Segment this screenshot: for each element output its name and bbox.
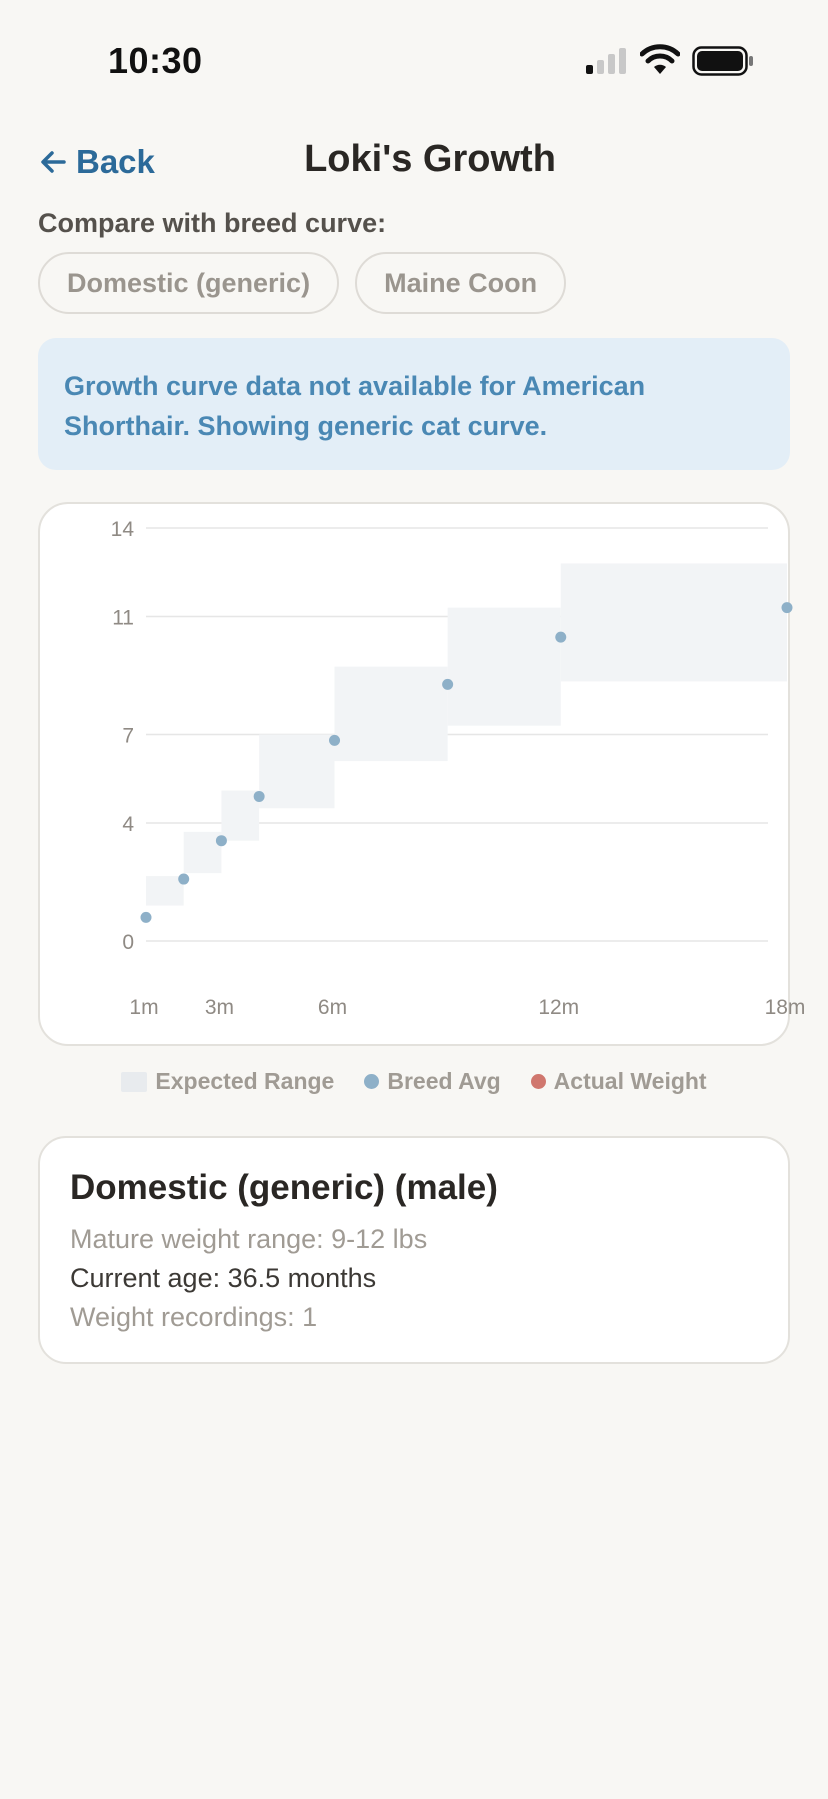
y-tick-label: 0 xyxy=(122,931,134,954)
back-button[interactable]: Back xyxy=(38,140,155,184)
page-title: Loki's Growth xyxy=(304,138,556,180)
mature-weight-range: Mature weight range: 9-12 lbs xyxy=(70,1224,428,1254)
breed-chip-group: Domestic (generic) Maine Coon xyxy=(38,252,567,314)
compare-label: Compare with breed curve: xyxy=(38,208,387,238)
expected-range-band xyxy=(560,563,787,682)
y-tick-label: 4 xyxy=(122,813,134,836)
back-label: Back xyxy=(76,143,155,180)
info-banner: Growth curve data not available for Amer… xyxy=(38,338,790,470)
y-tick-label: 7 xyxy=(122,725,134,748)
breed-avg-point xyxy=(442,678,454,690)
legend-dot-actual-weight xyxy=(530,1074,546,1089)
x-tick-label: 3m xyxy=(205,996,234,1019)
breed-avg-point xyxy=(253,790,265,802)
x-tick-label: 6m xyxy=(318,996,347,1019)
breed-avg-point xyxy=(329,734,341,746)
breed-summary-card: Domestic (generic) (male) Mature weight … xyxy=(38,1136,790,1364)
status-time: 10:30 xyxy=(108,40,203,81)
legend-swatch-range xyxy=(121,1071,148,1092)
status-bar: 10:30 xyxy=(0,0,828,120)
expected-range-band xyxy=(221,790,260,841)
legend-item-breed-avg: Breed Avg xyxy=(364,1068,501,1095)
breed-avg-point xyxy=(215,835,227,847)
chart-legend: Expected Range Breed Avg Actual Weight xyxy=(0,1068,828,1095)
y-tick-label: 11 xyxy=(112,607,134,630)
expected-range-band xyxy=(447,607,561,726)
battery-icon xyxy=(692,46,753,76)
legend-dot-breed-avg xyxy=(364,1074,380,1089)
legend-item-actual: Actual Weight xyxy=(530,1068,707,1095)
breed-avg-point xyxy=(178,873,190,885)
chip-domestic-generic[interactable]: Domestic (generic) xyxy=(38,252,340,314)
weight-recordings: Weight recordings: 1 xyxy=(70,1302,318,1332)
chip-maine-coon[interactable]: Maine Coon xyxy=(355,252,567,314)
expected-range-band xyxy=(146,876,184,906)
growth-chart: 14 11 7 4 0 1m 3m 6m 12m 18m xyxy=(111,518,806,1019)
y-tick-label: 14 xyxy=(111,518,135,541)
x-tick-label: 18m xyxy=(765,996,806,1019)
growth-chart-card: 14 11 7 4 0 1m 3m 6m 12m 18m xyxy=(38,502,806,1046)
arrow-left-icon xyxy=(41,151,66,173)
breed-avg-point xyxy=(781,602,793,614)
breed-avg-point xyxy=(140,911,152,923)
x-tick-label: 1m xyxy=(129,996,158,1019)
legend-label-actual: Actual Weight xyxy=(553,1068,707,1094)
expected-range-band xyxy=(259,734,335,809)
wifi-icon xyxy=(640,44,680,74)
summary-title: Domestic (generic) (male) xyxy=(70,1168,498,1207)
current-age: Current age: 36.5 months xyxy=(70,1263,377,1293)
expected-range-band xyxy=(334,666,448,762)
x-tick-label: 12m xyxy=(538,996,579,1019)
legend-label-breed-avg: Breed Avg xyxy=(387,1068,501,1094)
legend-label-range: Expected Range xyxy=(155,1068,335,1094)
legend-item-range: Expected Range xyxy=(121,1068,334,1095)
expected-range-band xyxy=(183,831,222,874)
breed-avg-point xyxy=(555,631,567,643)
cellular-signal-icon xyxy=(586,48,628,74)
